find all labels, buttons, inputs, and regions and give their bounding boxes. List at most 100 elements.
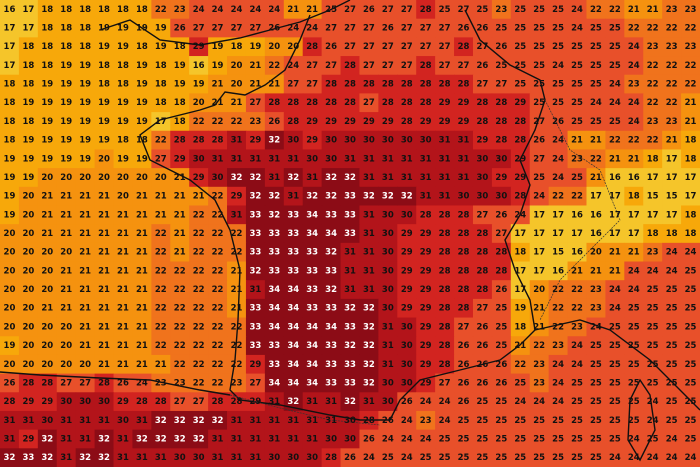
temperature-cell xyxy=(245,186,266,206)
temperature-cell xyxy=(662,130,682,150)
temperature-cell xyxy=(18,112,39,132)
temperature-cell xyxy=(302,18,323,38)
temperature-cell xyxy=(151,242,171,263)
temperature-cell xyxy=(151,56,171,76)
temperature-label: 22 xyxy=(231,322,243,332)
temperature-label: 18 xyxy=(514,322,526,332)
temperature-label: 21 xyxy=(117,360,129,370)
temperature-cell xyxy=(454,186,474,206)
temperature-label: 31 xyxy=(439,136,451,146)
temperature-cell xyxy=(170,93,190,113)
temperature-cell xyxy=(624,261,644,281)
temperature-label: 28 xyxy=(514,192,526,202)
temperature-cell xyxy=(264,410,285,431)
temperature-label: 24 xyxy=(552,360,564,370)
temperature-cell xyxy=(586,186,606,206)
temperature-cell xyxy=(416,261,436,281)
temperature-cell xyxy=(605,168,625,188)
temperature-label: 30 xyxy=(401,136,413,146)
temperature-cell xyxy=(681,392,700,412)
temperature-label: 20 xyxy=(22,229,34,239)
temperature-label: 22 xyxy=(155,248,167,258)
temperature-cell xyxy=(567,149,587,169)
temperature-label: 21 xyxy=(60,229,72,239)
temperature-cell xyxy=(245,410,266,431)
temperature-cell xyxy=(397,130,417,150)
temperature-cell xyxy=(208,18,228,38)
temperature-label: 34 xyxy=(287,378,299,388)
temperature-cell xyxy=(548,37,569,57)
temperature-label: 22 xyxy=(552,192,564,202)
temperature-label: 17 xyxy=(533,266,545,276)
temperature-cell xyxy=(454,242,474,263)
temperature-cell xyxy=(397,242,417,263)
temperature-cell xyxy=(454,37,474,57)
temperature-label: 22 xyxy=(193,248,205,258)
temperature-label: 19 xyxy=(60,154,72,164)
temperature-cell xyxy=(208,373,228,393)
temperature-label: 22 xyxy=(609,136,621,146)
temperature-cell xyxy=(56,130,77,150)
temperature-cell xyxy=(397,37,417,57)
temperature-cell xyxy=(94,224,115,244)
temperature-label: 22 xyxy=(571,192,583,202)
temperature-cell xyxy=(321,298,342,319)
temperature-cell xyxy=(416,373,436,393)
temperature-cell xyxy=(529,317,550,337)
temperature-label: 18 xyxy=(136,136,148,146)
temperature-cell xyxy=(624,205,644,225)
temperature-label: 28 xyxy=(325,98,337,108)
temperature-cell xyxy=(94,93,115,113)
temperature-cell xyxy=(37,130,58,150)
temperature-label: 22 xyxy=(212,341,224,351)
temperature-label: 32 xyxy=(41,434,53,444)
temperature-cell xyxy=(681,224,700,244)
temperature-label: 21 xyxy=(60,266,72,276)
temperature-cell xyxy=(681,93,700,113)
temperature-cell xyxy=(170,0,190,20)
temperature-label: 17 xyxy=(22,5,34,15)
temperature-cell xyxy=(643,56,663,76)
temperature-label: 32 xyxy=(174,416,186,426)
temperature-label: 30 xyxy=(401,322,413,332)
temperature-label: 22 xyxy=(590,154,602,164)
temperature-cell xyxy=(624,93,644,113)
temperature-label: 33 xyxy=(344,322,356,332)
temperature-cell xyxy=(0,317,20,337)
temperature-label: 30 xyxy=(382,229,394,239)
temperature-cell xyxy=(75,93,96,113)
temperature-label: 23 xyxy=(647,248,659,258)
temperature-cell xyxy=(378,56,398,76)
temperature-label: 26 xyxy=(495,42,507,52)
temperature-label: 25 xyxy=(685,360,697,370)
temperature-label: 25 xyxy=(647,434,659,444)
temperature-label: 20 xyxy=(4,322,16,332)
temperature-cell xyxy=(264,149,285,169)
temperature-label: 26 xyxy=(458,360,470,370)
temperature-cell xyxy=(529,242,550,263)
temperature-label: 24 xyxy=(647,397,659,407)
temperature-label: 21 xyxy=(98,266,110,276)
temperature-cell xyxy=(416,336,436,356)
temperature-label: 28 xyxy=(193,136,205,146)
temperature-cell xyxy=(75,130,96,150)
temperature-label: 18 xyxy=(41,42,53,52)
temperature-cell xyxy=(37,242,58,263)
temperature-label: 20 xyxy=(231,61,243,71)
temperature-label: 29 xyxy=(420,378,432,388)
temperature-label: 24 xyxy=(628,453,640,463)
temperature-cell xyxy=(321,224,342,244)
temperature-cell xyxy=(643,261,663,281)
temperature-cell xyxy=(435,224,455,244)
temperature-label: 25 xyxy=(685,378,697,388)
temperature-cell xyxy=(643,336,663,356)
temperature-cell xyxy=(529,261,550,281)
temperature-label: 25 xyxy=(685,285,697,295)
temperature-label: 24 xyxy=(628,61,640,71)
temperature-label: 28 xyxy=(495,117,507,127)
temperature-label: 30 xyxy=(325,154,337,164)
temperature-label: 33 xyxy=(344,378,356,388)
temperature-cell xyxy=(151,37,171,57)
temperature-label: 18 xyxy=(60,24,72,34)
temperature-cell xyxy=(132,0,152,20)
